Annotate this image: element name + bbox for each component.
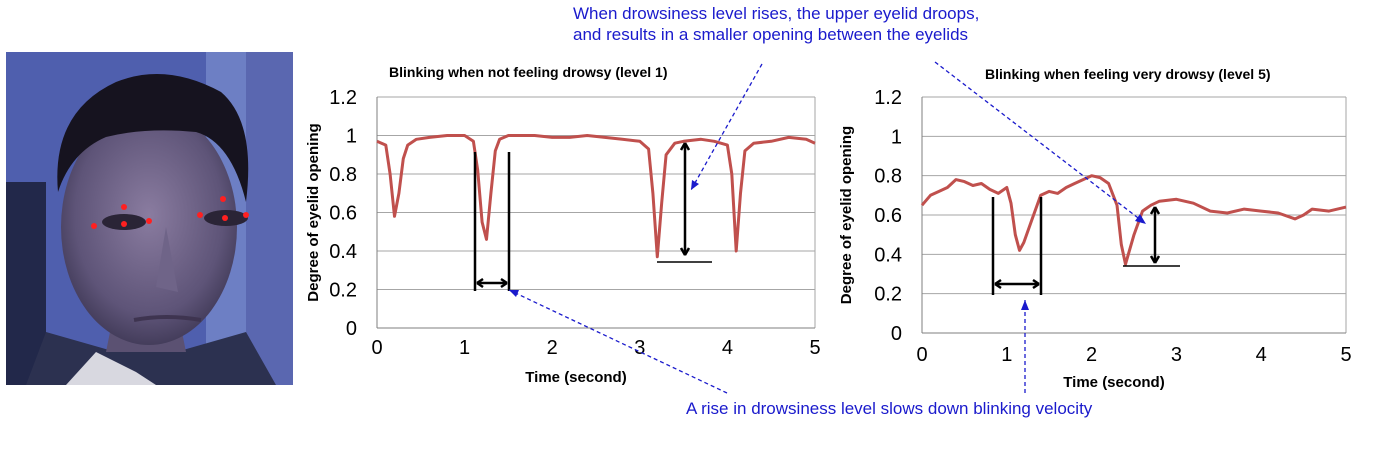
y-axis-label: Degree of eyelid opening <box>305 123 322 301</box>
chart-level5: Blinking when feeling very drowsy (level… <box>838 66 1352 391</box>
y-tick-label: 0.6 <box>329 203 357 225</box>
annotation-top-line2: and results in a smaller opening between… <box>573 25 968 44</box>
x-axis-label: Time (second) <box>525 369 626 386</box>
x-tick-label: 5 <box>809 337 820 359</box>
y-tick-label: 1 <box>346 126 357 148</box>
y-tick-label: 0.4 <box>874 244 902 266</box>
annotation-top-line1: When drowsiness level rises, the upper e… <box>573 4 979 23</box>
x-axis-label: Time (second) <box>1063 374 1164 391</box>
y-tick-label: 0 <box>891 323 902 345</box>
y-tick-label: 0.8 <box>329 164 357 186</box>
x-tick-label: 4 <box>722 337 733 359</box>
x-tick-label: 1 <box>459 337 470 359</box>
x-tick-label: 2 <box>547 337 558 359</box>
y-tick-label: 1.2 <box>329 87 357 109</box>
x-tick-label: 1 <box>1001 344 1012 366</box>
y-tick-label: 0.2 <box>329 280 357 302</box>
chart-level1: Blinking when not feeling drowsy (level … <box>305 64 821 386</box>
x-tick-label: 0 <box>916 344 927 366</box>
y-tick-label: 0.2 <box>874 284 902 306</box>
y-axis-label: Degree of eyelid opening <box>838 126 855 304</box>
series-line <box>376 134 816 259</box>
y-tick-label: 0.6 <box>874 205 902 227</box>
x-tick-label: 4 <box>1256 344 1267 366</box>
x-tick-label: 0 <box>371 337 382 359</box>
y-tick-label: 1.2 <box>874 87 902 109</box>
measurement-markers <box>473 142 1180 295</box>
annotation-arrowheads <box>509 180 1146 310</box>
x-tick-label: 3 <box>1171 344 1182 366</box>
x-tick-label: 5 <box>1340 344 1351 366</box>
x-tick-label: 3 <box>634 337 645 359</box>
annotation-arrows <box>508 61 1147 394</box>
chart-title: Blinking when feeling very drowsy (level… <box>985 66 1271 82</box>
x-tick-label: 2 <box>1086 344 1097 366</box>
y-tick-label: 0 <box>346 318 357 340</box>
series-line <box>920 174 1347 266</box>
y-tick-label: 0.4 <box>329 241 357 263</box>
face-photo <box>6 52 293 385</box>
y-tick-label: 0.8 <box>874 166 902 188</box>
annotation-bottom: A rise in drowsiness level slows down bl… <box>686 399 1093 418</box>
chart-title: Blinking when not feeling drowsy (level … <box>389 64 667 80</box>
y-tick-label: 1 <box>891 126 902 148</box>
